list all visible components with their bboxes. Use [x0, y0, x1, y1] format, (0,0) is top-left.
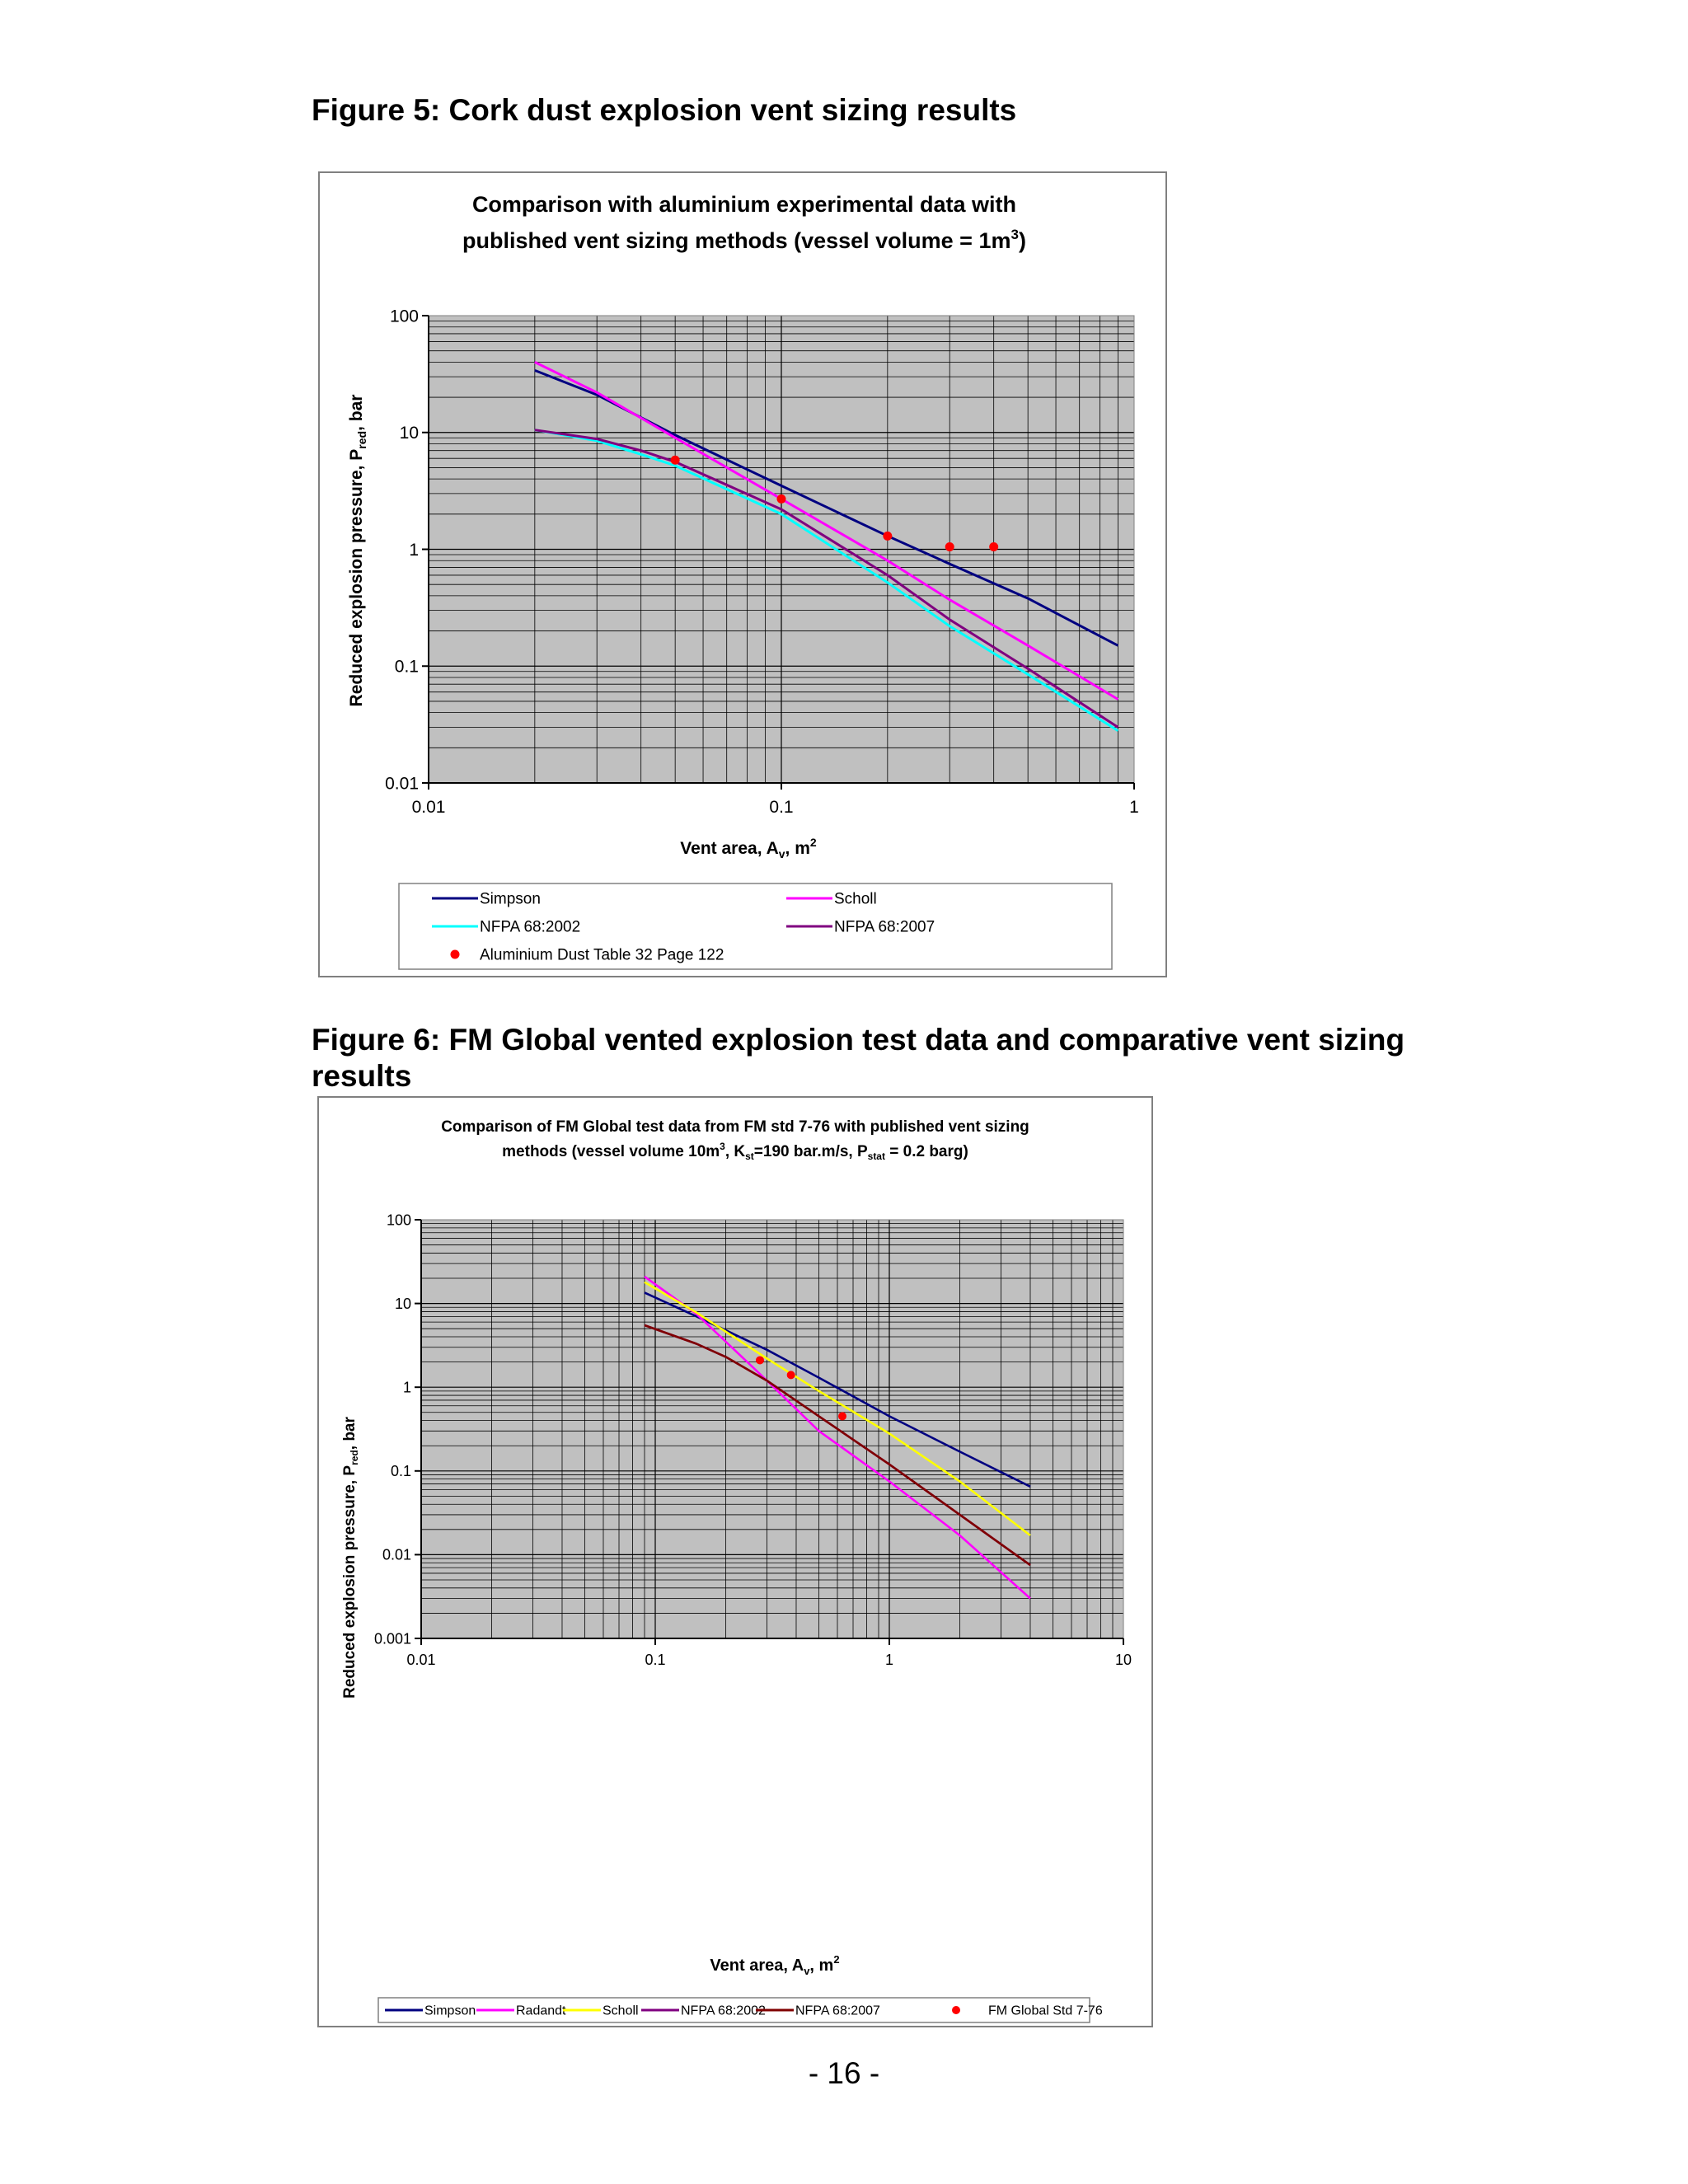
chart-1-point-aluminium-dust-table-32-page-122 [776, 494, 786, 504]
chart-2-line-nfpa-68-2007 [644, 1324, 1031, 1567]
chart-1-series [534, 361, 1119, 732]
chart-1-axes: 0.01 0.1 1 0.01 0.1 1 10 100 [385, 307, 1139, 817]
chart-2-x-tick-label: 1 [885, 1652, 893, 1668]
chart-1-point-aluminium-dust-table-32-page-122 [945, 541, 954, 551]
chart-1-legend: Simpson Scholl NFPA 68:2002 NFPA 68:2007 Alu… [432, 891, 935, 964]
chart-2-legend-label-nfpa-68-2002: NFPA 68:2002 [681, 2004, 766, 2018]
chart-2-frame: Comparison of FM Global test data from F… [317, 1096, 1153, 2027]
chart-1-legend-label-nfpa-68-2002: NFPA 68:2002 [480, 919, 580, 936]
chart-2-title-line1: Comparison of FM Global test data from F… [441, 1118, 1029, 1136]
chart-1-x-tick-label: 0.1 [769, 798, 793, 817]
page-number: - 16 - [808, 2056, 880, 2090]
chart-2-legend-marker-fm-global-std-7-76 [952, 2006, 960, 2014]
chart-1-y-tick-label: 10 [400, 424, 419, 443]
chart-2-point-fm-global-std-7-76 [786, 1371, 795, 1380]
chart-1-x-tick-label: 1 [1129, 798, 1139, 817]
figure-5-heading: Figure 5: Cork dust explosion vent sizin… [312, 93, 1017, 127]
chart-2-axes: 0.01 0.1 1 10 0.001 0.01 0.1 1 10 100 [374, 1212, 1132, 1668]
chart-2-x-tick-label: 0.1 [645, 1652, 665, 1668]
chart-2-series [644, 1275, 1031, 1600]
chart-2-legend-label-fm-global-std-7-76: FM Global Std 7-76 [988, 2004, 1103, 2018]
chart-1-line-simpson [534, 369, 1119, 647]
chart-2-x-tick-label: 10 [1115, 1652, 1132, 1668]
chart-1-x-tick-label: 0.01 [412, 798, 446, 817]
chart-1-gridlines [428, 315, 1135, 784]
chart-2-y-tick-label: 1 [403, 1380, 411, 1396]
chart-1-line-nfpa-68-2002 [534, 429, 1119, 732]
chart-1-line-scholl [534, 361, 1119, 701]
chart-1-svg: Comparison with aluminium experimental d… [347, 192, 1139, 970]
chart-1-y-tick-label: 0.1 [395, 658, 419, 677]
chart-2-plot-area [421, 1220, 1123, 1638]
chart-2-legend-label-nfpa-68-2007: NFPA 68:2007 [795, 2004, 880, 2018]
chart-2-x-tick-label: 0.01 [406, 1652, 435, 1668]
chart-1-x-axis-label: Vent area, Av, m2 [680, 836, 817, 860]
chart-2-point-fm-global-std-7-76 [838, 1412, 847, 1421]
chart-1-y-axis-label: Reduced explosion pressure, Pred, bar [347, 395, 368, 707]
chart-2-legend-label-scholl: Scholl [603, 2004, 639, 2018]
chart-2-line-simpson [644, 1291, 1031, 1488]
chart-1-point-aluminium-dust-table-32-page-122 [989, 541, 999, 551]
chart-1-legend-label-scholl: Scholl [834, 891, 877, 908]
chart-1-point-aluminium-dust-table-32-page-122 [883, 531, 893, 541]
chart-1-legend-label-aluminium-dust-table-32-page-122: Aluminium Dust Table 32 Page 122 [480, 947, 724, 964]
chart-1-frame: Comparison with aluminium experimental d… [318, 171, 1167, 977]
chart-2-point-fm-global-std-7-76 [755, 1356, 764, 1365]
chart-2-title-line2: methods (vessel volume 10m3, Kst=190 bar… [502, 1141, 968, 1162]
chart-2-legend-label-simpson: Simpson [424, 2004, 476, 2018]
chart-1-legend-label-simpson: Simpson [480, 891, 541, 908]
figure-6-heading: Figure 6: FM Global vented explosion tes… [312, 1023, 1405, 1093]
chart-2-y-tick-label: 0.01 [382, 1547, 411, 1563]
chart-2-y-tick-label: 0.001 [374, 1630, 411, 1647]
chart-1-legend-marker-aluminium-dust-table-32-page-122 [450, 949, 460, 959]
chart-2-legend: Simpson Radandt Scholl NFPA 68:2002 NFPA 68:… [385, 2004, 1103, 2018]
chart-1-legend-box [398, 883, 1113, 970]
chart-1-y-tick-label: 1 [409, 541, 419, 560]
chart-2-svg: Comparison of FM Global test data from F… [341, 1118, 1132, 2023]
chart-2-y-tick-label: 10 [395, 1296, 411, 1312]
chart-1-point-aluminium-dust-table-32-page-122 [670, 455, 680, 465]
chart-2-line-scholl [644, 1281, 1031, 1537]
chart-1-y-tick-label: 100 [390, 307, 419, 326]
chart-2-x-axis-label: Vent area, Av, m2 [710, 1953, 839, 1977]
chart-2-y-tick-label: 0.1 [391, 1463, 411, 1479]
chart-2-legend-label-radandt: Radandt [516, 2004, 566, 2018]
chart-2-gridlines [420, 1219, 1124, 1639]
chart-1-line-nfpa-68-2007 [534, 429, 1119, 729]
chart-1-title-line2: published vent sizing methods (vessel vo… [462, 227, 1026, 253]
chart-2-y-tick-label: 100 [387, 1212, 411, 1228]
chart-1-legend-label-nfpa-68-2007: NFPA 68:2007 [834, 919, 935, 936]
chart-2-line-radandt [644, 1275, 1031, 1600]
chart-2-y-axis-label: Reduced explosion pressure, Pred, bar [341, 1416, 360, 1698]
chart-1-title-line1: Comparison with aluminium experimental d… [472, 192, 1016, 217]
chart-1-y-tick-label: 0.01 [385, 774, 419, 793]
